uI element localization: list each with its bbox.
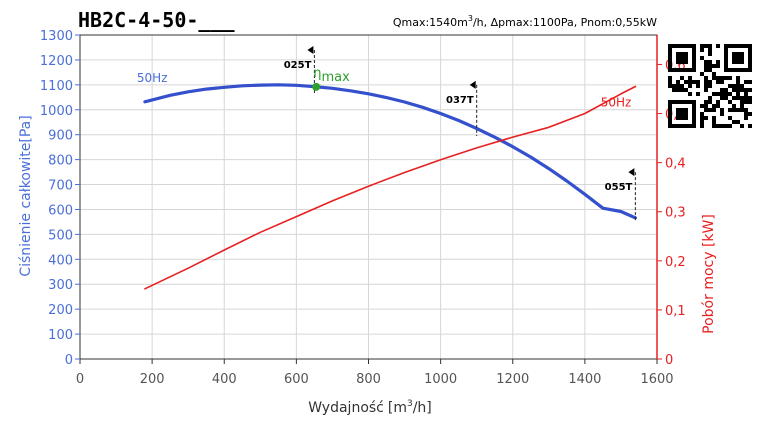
series-line-0 xyxy=(143,83,637,220)
qr-code-modules xyxy=(668,44,752,128)
markers-layer: 025T 037T 055T ηmax xyxy=(284,45,636,221)
x-tick-label-7: 1400 xyxy=(568,372,601,387)
marker-arrow-2 xyxy=(628,168,635,177)
x-tick-label-3: 600 xyxy=(284,372,309,387)
params-superscript: 3 xyxy=(468,14,473,23)
y-left-tick-label-11: 1100 xyxy=(40,79,73,94)
y-left-tick-label-8: 800 xyxy=(48,154,73,169)
x-tick-label-0: 0 xyxy=(76,372,84,387)
marker-arrow-0 xyxy=(307,45,314,54)
chart-title: HB2C-4-50-___ xyxy=(78,8,235,32)
x-axis-unit-superscript: 3 xyxy=(407,399,413,409)
y-left-tick-label-0: 0 xyxy=(65,353,73,368)
series-label-1: 50Hz xyxy=(601,96,632,110)
y-left-tick-label-2: 200 xyxy=(48,303,73,318)
y-left-tick-label-6: 600 xyxy=(48,203,73,218)
y-left-tick-label-7: 700 xyxy=(48,179,73,194)
qr-code-icon xyxy=(668,44,752,128)
x-axis-unit-prefix: [m xyxy=(388,400,407,416)
y-left-tick-label-13: 1300 xyxy=(40,29,73,44)
series-line-1 xyxy=(144,85,637,290)
marker-label-0: 025T xyxy=(284,60,312,71)
x-axis-label: Wydajność [m3/h] xyxy=(308,399,432,416)
y-left-tick-label-10: 1000 xyxy=(40,104,73,119)
y-left-tick-label-5: 500 xyxy=(48,228,73,243)
y-left-tick-label-12: 1200 xyxy=(40,54,73,69)
marker-label-2: 055T xyxy=(605,182,633,193)
params-suffix: /h, Δpmax:1100Pa, Pnom:0,55kW xyxy=(473,16,657,29)
y-right-tick-label-1: 0,1 xyxy=(665,304,686,319)
axes: 0 200 400 600 800 1000 1200 1400 1600 0 100 200 300 4… xyxy=(40,29,686,387)
y-axis-right-label: Pobór mocy [kW] xyxy=(701,214,717,334)
x-tick-label-4: 800 xyxy=(356,372,381,387)
y-right-tick-label-4: 0,4 xyxy=(665,157,686,172)
y-right-tick-label-3: 0,3 xyxy=(665,206,686,221)
efficiency-label: ηmax xyxy=(313,66,350,85)
x-tick-label-5: 1000 xyxy=(424,372,457,387)
x-axis-unit-suffix: /h] xyxy=(413,400,432,416)
series-layer: 50Hz 50Hz xyxy=(137,71,637,290)
efficiency-label-symbol: η xyxy=(313,66,321,81)
x-axis-label-name: Wydajność xyxy=(308,400,384,416)
x-tick-label-6: 1200 xyxy=(496,372,529,387)
y-left-tick-label-1: 100 xyxy=(48,328,73,343)
y-left-tick-label-4: 400 xyxy=(48,253,73,268)
marker-arrow-1 xyxy=(469,80,476,89)
y-left-tick-label-9: 900 xyxy=(48,129,73,144)
y-right-tick-label-2: 0,2 xyxy=(665,255,686,270)
x-tick-label-8: 1600 xyxy=(640,372,673,387)
marker-label-1: 037T xyxy=(446,95,474,106)
y-axis-left-label: Ciśnienie całkowite[Pa] xyxy=(18,115,34,276)
chart-params: Qmax:1540m3/h, Δpmax:1100Pa, Pnom:0,55kW xyxy=(393,14,657,29)
efficiency-label-sub: max xyxy=(321,70,350,85)
x-tick-label-2: 400 xyxy=(212,372,237,387)
series-label-0: 50Hz xyxy=(137,71,168,85)
params-prefix: Qmax:1540m xyxy=(393,16,468,29)
y-right-tick-label-0: 0 xyxy=(665,353,673,368)
x-tick-label-1: 200 xyxy=(140,372,165,387)
y-left-tick-label-3: 300 xyxy=(48,278,73,293)
efficiency-point xyxy=(312,82,321,91)
